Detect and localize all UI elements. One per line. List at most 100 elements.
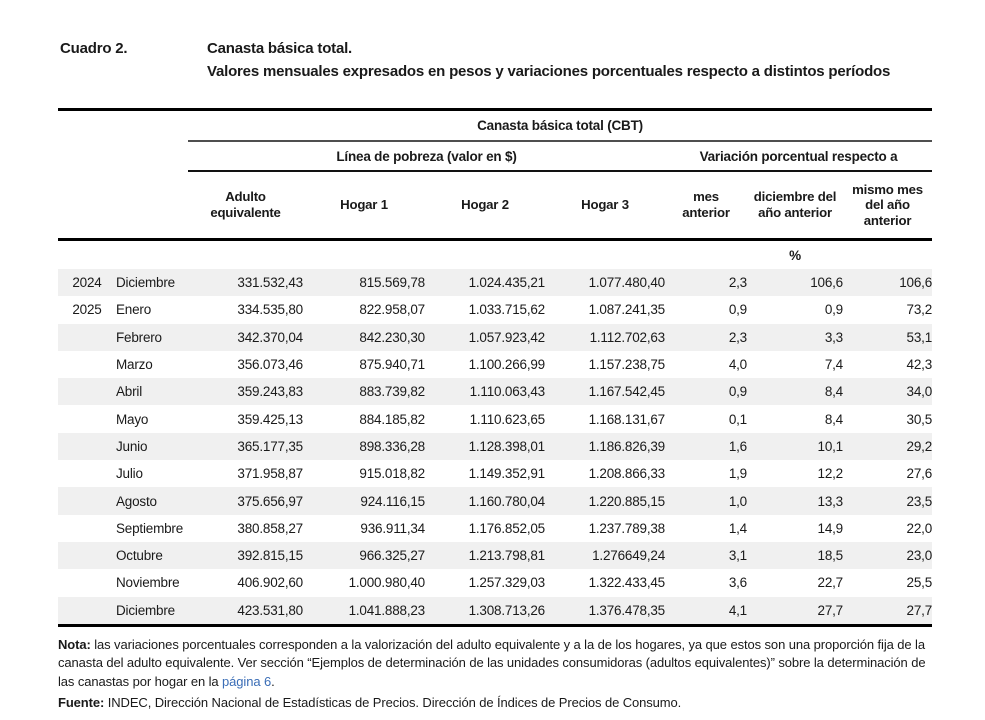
month-cell: Diciembre [116,275,175,291]
value-cell: 1.308.713,26 [468,602,546,618]
table-row: 2025 Enero 334.535,80 822.958,07 1.033.715,6… [58,296,932,323]
year-cell [58,515,116,542]
unit-label: % [789,247,801,263]
value-cell: 1.322.433,45 [588,575,666,591]
month-cell: Abril [116,384,143,400]
month-cell: Mayo [116,411,149,427]
value-cell: 73,2 [906,302,933,318]
value-cell: 924.116,15 [360,493,425,509]
year-cell: 2024 [72,275,102,291]
column-header-hogar-1: Hogar 1 [303,171,425,241]
year-cell [58,378,116,405]
table-row: Agosto 375.656,97 924.116,15 1.160.780,04 1.… [58,487,933,515]
unit-row-spacer [58,240,747,270]
table-corner-spacer [58,141,188,171]
table-row: Junio 365.177,35 898.336,28 1.128.398,01 1.1… [58,432,933,461]
value-cell: 815.569,78 [359,275,425,291]
year-cell [58,405,116,432]
value-cell: 1.112.702,63 [589,329,666,345]
note-paragraph: Nota: las variaciones porcentuales corre… [58,636,932,692]
value-cell: 0,9 [824,302,843,318]
page-6-link[interactable]: página 6 [222,674,272,690]
value-cell: 7,4 [824,357,843,373]
year-cell [58,351,116,378]
value-cell: 1,4 [728,520,747,536]
cbt-table: Canasta básica total (CBT) Línea de pobr… [58,108,932,627]
table-row: Mayo 359.425,13 884.185,82 1.110.623,65 1.16… [58,405,932,432]
value-cell: 30,5 [906,411,933,427]
value-cell: 1,0 [728,493,747,509]
value-cell: 365.177,35 [237,438,303,454]
value-cell: 1.128.398,01 [468,438,546,454]
value-cell: 2,3 [728,275,747,291]
year-cell [58,542,116,569]
value-cell: 1.168.131,67 [588,411,666,427]
value-cell: 29,2 [906,438,933,454]
value-cell: 1.024.435,21 [468,275,546,291]
value-cell: 1.167.542,45 [588,384,666,400]
value-cell: 27,7 [906,602,933,618]
value-cell: 966.325,27 [359,548,425,564]
value-cell: 371.958,87 [237,466,303,482]
column-header-adulto-equivalente: Adulto equivalente [188,171,303,241]
month-cell: Diciembre [116,602,175,618]
value-cell: 13,3 [817,493,844,509]
year-cell [58,487,116,514]
value-cell: 1,6 [728,438,747,454]
month-cell: Agosto [116,493,157,509]
value-cell: 1.057.923,42 [468,329,546,345]
value-cell: 1.213.798,81 [468,548,546,564]
column-header-hogar-3: Hogar 3 [545,171,665,241]
value-cell: 392.815,15 [237,548,303,564]
note-label: Nota: [58,636,91,652]
group-header-poverty-line: Línea de pobreza (valor en $) [188,141,665,172]
value-cell: 0,1 [728,411,747,427]
table-row: Septiembre 380.858,27 936.911,34 1.176.852,… [58,515,932,542]
value-cell: 822.958,07 [359,302,425,318]
table-footnotes: Nota: las variaciones porcentuales corre… [58,636,932,712]
value-cell: 23,5 [906,493,933,509]
value-cell: 1.237.789,38 [588,520,666,536]
table-row: Febrero 342.370,04 842.230,30 1.057.923,42 1… [58,323,932,351]
value-cell: 4,1 [728,602,747,618]
year-cell [58,433,116,460]
year-cell [58,569,116,596]
table-title-block: Cuadro 2. Canasta básica total. Valores … [60,37,985,83]
value-cell: 1,9 [728,466,747,482]
table-row: 2024 Diciembre 331.532,43 815.569,78 1.024.4… [58,269,933,297]
value-cell: 1.186.826,39 [588,438,666,454]
table-row: Octubre 392.815,15 966.325,27 1.213.798,81 1… [58,541,932,570]
value-cell: 8,4 [824,411,843,427]
table-corner-spacer [58,171,188,241]
year-cell [58,460,116,487]
year-cell: 2025 [72,302,102,318]
value-cell: 915.018,82 [359,466,425,482]
month-cell: Junio [116,438,148,454]
table-row: Abril 359.243,83 883.739,82 1.110.063,43 1.1… [58,378,932,406]
value-cell: 0,9 [728,384,747,400]
value-cell: 8,4 [824,384,843,400]
value-cell: 875.940,71 [359,357,425,373]
column-header-mes-anterior: mes anterior [665,171,747,241]
value-cell: 1.077.480,40 [588,275,666,291]
value-cell: 423.531,80 [237,602,303,618]
value-cell: 331.532,43 [237,275,303,291]
value-cell: 406.902,60 [237,575,303,591]
value-cell: 380.858,27 [237,520,303,536]
value-cell: 42,3 [906,357,933,373]
value-cell: 1.100.266,99 [468,357,546,373]
value-cell: 1.087.241,35 [588,302,666,318]
table-group-title: Canasta básica total (CBT) [188,109,933,142]
group-header-variation: Variación porcentual respecto a [665,141,933,172]
table-title-line1: Canasta básica total. [207,40,353,57]
value-cell: 1.000.980,40 [348,575,426,591]
value-cell: 10,1 [817,438,844,454]
value-cell: 106,6 [899,275,933,291]
value-cell: 936.911,34 [360,520,425,536]
value-cell: 883.739,82 [359,384,425,400]
year-cell [58,324,116,351]
value-cell: 356.073,46 [237,357,303,373]
table-row: Diciembre 423.531,80 1.041.888,23 1.308.713… [58,596,933,626]
column-header-diciembre-ano-anterior: diciembre del año anterior [747,171,843,241]
